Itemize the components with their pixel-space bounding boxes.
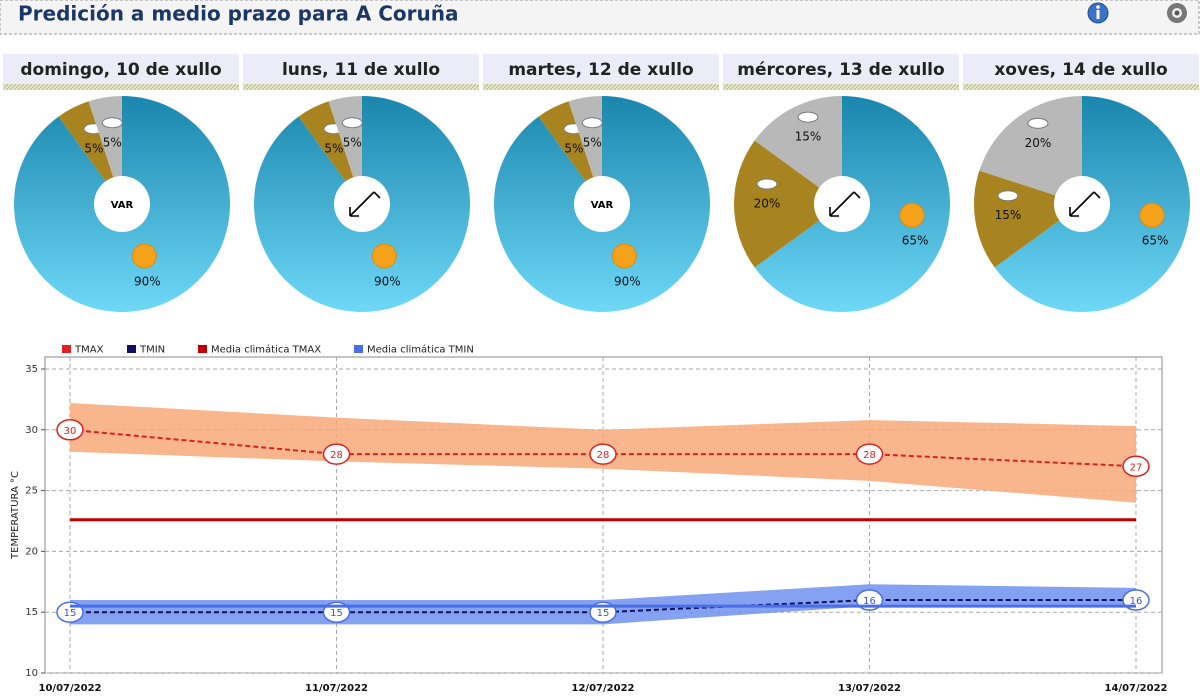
wind-arrow	[829, 191, 861, 217]
day-title: mércores, 13 de xullo	[737, 60, 944, 80]
sun-icon	[899, 202, 925, 228]
slice-label: 5%	[103, 135, 122, 149]
legend-label: Media climática TMIN	[367, 344, 474, 356]
page-title: Predición a medio prazo para A Coruña	[18, 2, 459, 26]
y-tick-label: 15	[25, 607, 38, 618]
data-label: 15	[64, 608, 77, 619]
settings-icon[interactable]	[1167, 3, 1187, 23]
slice-label: 65%	[1142, 234, 1169, 248]
day-title: domingo, 10 de xullo	[20, 60, 221, 80]
legend-swatch	[127, 345, 136, 353]
legend-label: Media climática TMAX	[211, 344, 321, 356]
legend-swatch	[198, 345, 207, 353]
slice-label: 90%	[374, 274, 401, 288]
y-tick-label: 35	[25, 364, 38, 375]
legend-swatch	[62, 345, 71, 353]
data-label: 28	[863, 450, 876, 461]
wind-label: VAR	[591, 200, 614, 211]
pie-slice	[754, 96, 842, 204]
day-title: xoves, 14 de xullo	[994, 60, 1167, 80]
data-label: 16	[863, 596, 876, 607]
data-point	[56, 419, 84, 441]
pie-slice	[298, 101, 362, 204]
wind-arrow	[349, 191, 381, 217]
wind-arrow	[1069, 191, 1101, 217]
slice-label: 15%	[995, 208, 1022, 222]
pie-center	[94, 176, 150, 232]
sun-icon	[131, 243, 157, 269]
slice-label: 5%	[583, 135, 602, 149]
cloud-icon	[581, 117, 603, 129]
y-tick-label: 10	[25, 668, 38, 679]
data-label: 15	[330, 608, 343, 619]
y-tick-label: 30	[25, 425, 38, 436]
data-label: 15	[597, 608, 610, 619]
pie-slice	[979, 96, 1082, 204]
data-point	[1122, 455, 1150, 478]
y-axis-label: TEMPERATURA °C	[10, 471, 21, 560]
legend-label: TMAX	[74, 345, 104, 356]
wind-label: VAR	[111, 200, 134, 211]
cloud-icon	[756, 178, 778, 190]
slice-label: 90%	[134, 274, 161, 288]
slice-label: 15%	[795, 130, 822, 144]
series-line	[69, 428, 1137, 468]
slice-label: 20%	[754, 197, 781, 211]
pie-slice	[538, 101, 602, 204]
legend-label: TMIN	[139, 345, 165, 356]
data-label: 27	[1130, 462, 1143, 473]
x-tick-label: 12/07/2022	[572, 683, 635, 694]
x-tick-label: 14/07/2022	[1105, 683, 1168, 694]
x-tick-label: 11/07/2022	[305, 683, 368, 694]
day-title: martes, 12 de xullo	[508, 60, 693, 80]
sun-icon	[371, 243, 397, 269]
data-point	[322, 443, 351, 465]
day-header-stripe	[3, 84, 239, 90]
pie-slice	[734, 140, 842, 268]
data-label: 16	[1130, 596, 1143, 607]
day-header	[483, 54, 719, 84]
x-tick-label: 10/07/2022	[39, 683, 102, 694]
y-tick-label: 25	[25, 486, 38, 497]
sun-icon	[1139, 202, 1165, 228]
cloud-icon	[797, 111, 819, 123]
y-tick-label: 20	[25, 546, 38, 557]
slice-label: 90%	[614, 274, 641, 288]
sun-icon	[611, 243, 637, 269]
day-header	[963, 54, 1199, 84]
cloud-icon	[997, 190, 1019, 202]
slice-label: 5%	[324, 141, 343, 155]
cloud-icon	[101, 117, 123, 129]
info-icon[interactable]	[1087, 2, 1109, 24]
day-header-stripe	[963, 84, 1199, 90]
slice-label: 65%	[902, 234, 929, 248]
data-label: 30	[64, 426, 77, 437]
day-header-stripe	[243, 84, 479, 90]
slice-label: 5%	[343, 135, 362, 149]
pie-slice	[58, 101, 122, 204]
header-bar	[0, 0, 1200, 35]
day-title: luns, 11 de xullo	[282, 60, 440, 80]
day-header-stripe	[723, 84, 959, 90]
legend-swatch	[354, 345, 363, 353]
slice-label: 5%	[84, 141, 103, 155]
day-header	[723, 54, 959, 84]
slice-label: 20%	[1025, 136, 1052, 150]
data-label: 28	[330, 450, 343, 461]
cloud-icon	[1027, 117, 1049, 129]
slice-label: 5%	[564, 141, 583, 155]
day-header-stripe	[483, 84, 719, 90]
x-tick-label: 13/07/2022	[838, 683, 901, 694]
pie-center	[574, 176, 630, 232]
data-point	[855, 443, 884, 465]
data-label: 28	[597, 450, 610, 461]
data-point	[589, 443, 617, 465]
day-header	[243, 54, 479, 84]
cloud-icon	[341, 117, 363, 129]
day-header	[3, 54, 239, 84]
